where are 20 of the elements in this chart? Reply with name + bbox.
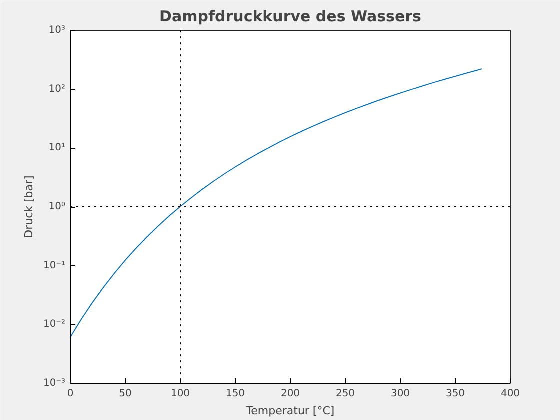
y-tick-label: 10³ (48, 25, 66, 36)
x-tick-label: 150 (226, 388, 246, 400)
y-axis-title: Druck [bar] (22, 176, 36, 238)
y-tick-label: 10⁻¹ (43, 260, 66, 272)
x-tick-label: 300 (390, 388, 410, 400)
y-tick-label: 10⁻³ (43, 378, 66, 389)
line-series (70, 68, 482, 338)
y-tick-label: 10⁻² (43, 319, 66, 330)
x-axis-title: Temperatur [°C] (245, 404, 335, 418)
x-tick-label: 50 (119, 388, 132, 400)
x-tick-label: 400 (500, 388, 520, 400)
x-tick-label: 250 (336, 388, 356, 400)
chart-title: Dampfdruckkurve des Wassers (160, 8, 422, 26)
y-tick-label: 10⁰ (48, 202, 66, 212)
x-tick-label: 100 (170, 388, 190, 400)
y-tick-label: 10¹ (48, 142, 66, 154)
x-tick-label: 350 (446, 388, 466, 400)
y-tick-label: 10² (48, 84, 66, 95)
x-tick-label: 200 (280, 388, 300, 400)
x-tick-label: 0 (67, 388, 74, 400)
